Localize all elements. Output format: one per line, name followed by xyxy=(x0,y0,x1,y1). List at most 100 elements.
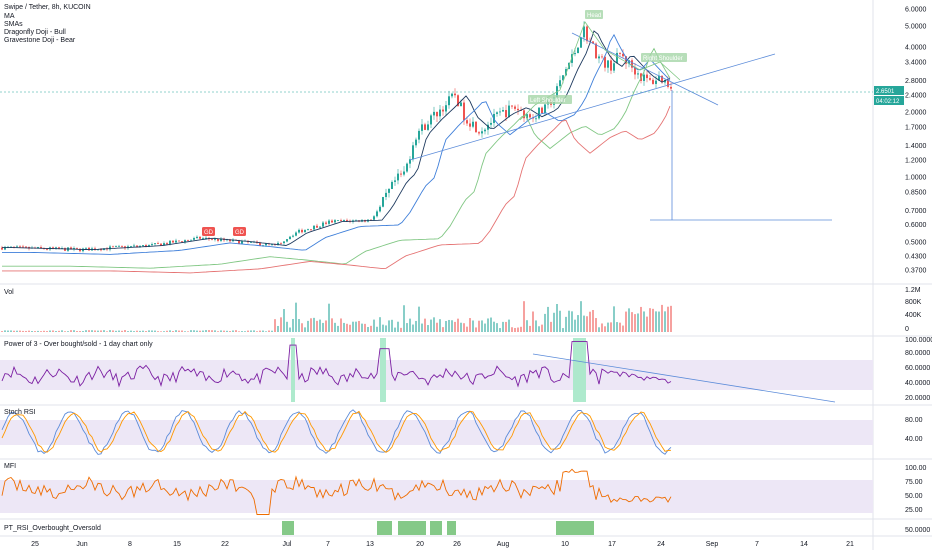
candle xyxy=(283,241,285,244)
candle xyxy=(451,93,453,97)
volume-bar xyxy=(43,330,45,332)
candle xyxy=(298,229,300,233)
volume-bar xyxy=(157,331,159,332)
volume-bar xyxy=(211,330,213,332)
volume-bar xyxy=(55,331,57,332)
volume-bar xyxy=(487,318,489,332)
volume-bar xyxy=(508,319,510,332)
mfi-line xyxy=(1,468,672,515)
stoch-rsi-pane[interactable] xyxy=(1,409,672,455)
volume-bar xyxy=(115,330,117,332)
candle xyxy=(337,220,339,221)
volume-bar xyxy=(469,318,471,332)
volume-bar xyxy=(178,330,180,332)
price-pane[interactable] xyxy=(0,21,873,274)
candle xyxy=(634,67,636,75)
volume-bar xyxy=(484,323,486,332)
price-tick-label: 1.4000 xyxy=(905,143,927,150)
volume-bar xyxy=(97,330,99,332)
candle xyxy=(511,105,513,107)
volume-bar xyxy=(52,330,54,332)
candle xyxy=(46,249,48,250)
candle xyxy=(637,73,639,75)
volume-bar xyxy=(283,309,285,332)
overbought-highlight xyxy=(573,338,586,402)
legend-gravestone: Gravestone Doji - Bear xyxy=(4,37,76,44)
candle xyxy=(592,41,594,44)
volume-bar xyxy=(109,330,111,332)
candle xyxy=(412,145,414,160)
mfi-pane[interactable] xyxy=(1,468,672,515)
candle xyxy=(418,130,420,140)
volume-bar xyxy=(319,319,321,332)
candle xyxy=(523,110,525,119)
volume-bar xyxy=(61,330,63,332)
volume-bar xyxy=(532,311,534,332)
x-tick-label: 13 xyxy=(366,541,374,548)
x-tick-label: 20 xyxy=(416,541,424,548)
volume-bar xyxy=(28,330,30,332)
volume-bar xyxy=(79,331,81,332)
price-tick-label: 2.8000 xyxy=(905,78,927,85)
candle xyxy=(538,107,540,119)
symbol-title: Swipe / Tether, 8h, KUCOIN xyxy=(4,4,91,11)
volume-bar xyxy=(403,305,405,332)
volume-bar xyxy=(103,330,105,332)
candle xyxy=(334,220,336,223)
price-tick-label: 0.5000 xyxy=(905,239,927,246)
volume-bar xyxy=(598,327,600,332)
volume-bar xyxy=(154,330,156,332)
candle xyxy=(265,243,267,246)
doji-markers: GD GD xyxy=(202,227,246,236)
volume-bar xyxy=(292,318,294,332)
volume-bar xyxy=(49,330,51,332)
candle xyxy=(652,79,654,84)
volume-pane[interactable] xyxy=(1,301,672,332)
candle xyxy=(76,248,78,249)
volume-bar xyxy=(25,330,27,332)
candle xyxy=(424,124,426,130)
volume-bar xyxy=(544,313,546,332)
candle xyxy=(37,247,39,249)
volume-bar xyxy=(160,331,162,332)
candle xyxy=(163,243,165,246)
x-tick-label: 26 xyxy=(453,541,461,548)
price-tick-label: 3.4000 xyxy=(905,60,927,67)
candle xyxy=(658,75,660,81)
candle xyxy=(118,245,120,247)
power3-pane[interactable] xyxy=(1,338,836,403)
candle xyxy=(133,245,135,247)
volume-bar xyxy=(208,330,210,332)
volume-bar xyxy=(523,301,525,332)
candle xyxy=(145,245,147,247)
candle xyxy=(259,242,261,246)
volume-bar xyxy=(22,330,24,332)
pt-rsi-bar xyxy=(282,521,294,535)
volume-bar xyxy=(133,331,135,332)
volume-bar xyxy=(607,322,609,332)
volume-bar xyxy=(184,331,186,332)
volume-bar xyxy=(667,306,669,332)
candle xyxy=(496,112,498,114)
volume-bar xyxy=(622,325,624,332)
candle xyxy=(142,245,144,246)
candle xyxy=(316,225,318,228)
pt-rsi-pane[interactable] xyxy=(282,521,594,535)
candle xyxy=(175,240,177,243)
volume-bar xyxy=(541,324,543,332)
candle xyxy=(655,80,657,84)
volume-bar xyxy=(262,330,264,332)
volume-bar xyxy=(391,319,393,332)
neckline xyxy=(409,53,776,161)
volume-bar xyxy=(433,317,435,332)
candle xyxy=(595,43,597,59)
volume-bar xyxy=(127,331,129,332)
volume-bar xyxy=(190,330,192,332)
candle xyxy=(304,230,306,233)
volume-bar xyxy=(553,312,555,332)
volume-bar xyxy=(295,302,297,332)
volume-bar xyxy=(268,330,270,332)
candle xyxy=(346,219,348,221)
